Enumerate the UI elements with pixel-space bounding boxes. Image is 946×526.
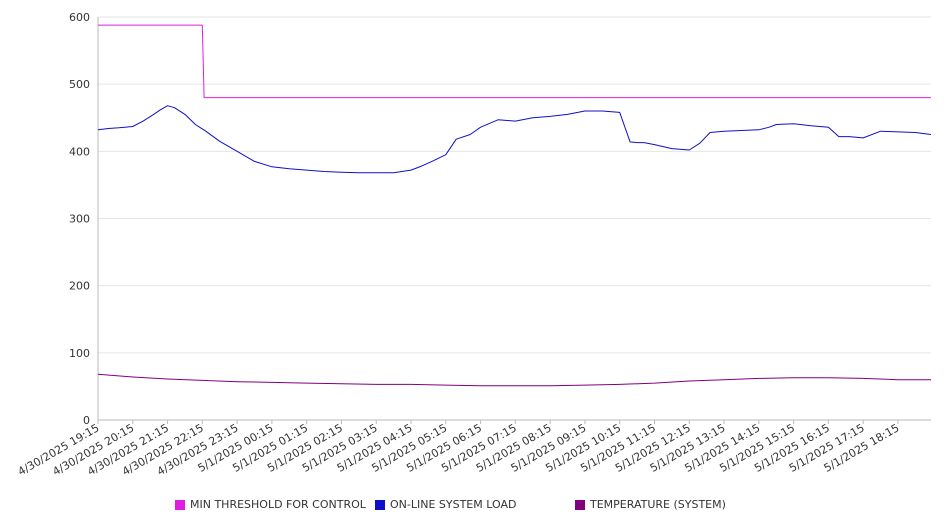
y-tick-label: 100 xyxy=(69,347,90,360)
legend-swatch-min-threshold xyxy=(175,499,185,510)
series-line-min-threshold-for-control xyxy=(98,24,931,99)
legend-label-temperature-system: TEMPERATURE (SYSTEM) xyxy=(590,498,726,511)
legend-item-temperature-system[interactable]: TEMPERATURE (SYSTEM) xyxy=(575,498,726,511)
y-tick-label: 600 xyxy=(69,11,90,24)
gridlines xyxy=(98,16,931,354)
y-tick-label: 500 xyxy=(69,78,90,91)
legend: MIN THRESHOLD FOR CONTROL ON-LINE SYSTEM… xyxy=(0,498,946,514)
y-tick-label: 300 xyxy=(69,213,90,226)
legend-label-min-threshold: MIN THRESHOLD FOR CONTROL xyxy=(190,498,366,511)
y-axis-ticks: 0 100 200 300 400 500 600 xyxy=(69,11,90,427)
y-tick-label: 200 xyxy=(69,280,90,293)
legend-item-online-system-load[interactable]: ON-LINE SYSTEM LOAD xyxy=(375,498,516,511)
y-tick-label: 400 xyxy=(69,145,90,158)
series-line-temperature-system xyxy=(97,373,931,387)
legend-label-online-system-load: ON-LINE SYSTEM LOAD xyxy=(390,498,517,511)
y-tick-label: 0 xyxy=(83,414,90,427)
legend-swatch-online-system-load xyxy=(375,499,385,510)
legend-swatch-temperature-system xyxy=(575,499,585,510)
series-lines xyxy=(97,24,932,387)
x-axis-ticks: 4/30/2025 19:154/30/2025 20:154/30/2025 … xyxy=(16,420,901,478)
legend-item-min-threshold[interactable]: MIN THRESHOLD FOR CONTROL xyxy=(175,498,366,511)
series-line-on-line-system-load xyxy=(97,105,932,174)
